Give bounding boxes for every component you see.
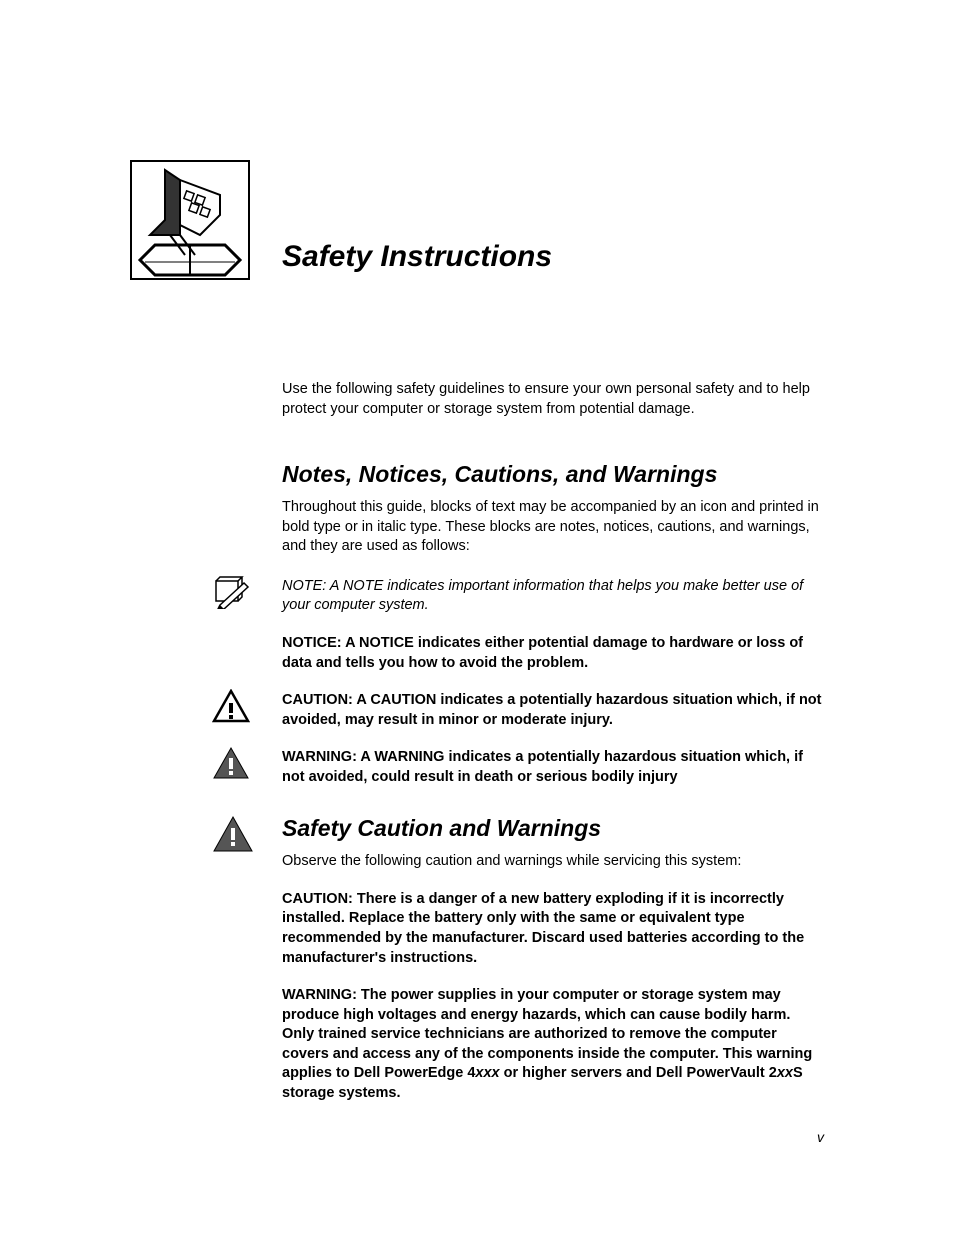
section2-heading: Safety Caution and Warnings [282,815,824,842]
intro-paragraph: Use the following safety guidelines to e… [282,380,824,419]
warning-text: WARNING: A WARNING indicates a potential… [282,748,824,787]
warning-triangle-icon [212,746,250,780]
content-column: Use the following safety guidelines to e… [282,380,824,1104]
warning-section-icon [212,815,254,853]
header-row: Safety Instructions [130,160,824,280]
document-page: Safety Instructions Use the following sa… [0,0,954,1182]
page-number: v [817,1129,824,1145]
caution2-text: CAUTION: There is a danger of a new batt… [282,890,824,968]
section2-wrap: Safety Caution and Warnings Observe the … [282,815,824,1103]
warning2-block: WARNING: The power supplies in your comp… [282,986,824,1103]
caution-block: CAUTION: A CAUTION indicates a potential… [282,691,824,730]
section1-heading: Notes, Notices, Cautions, and Warnings [282,461,824,488]
section2-paragraph: Observe the following caution and warnin… [282,852,824,872]
caution-triangle-icon [212,689,250,723]
caution-text: CAUTION: A CAUTION indicates a potential… [282,691,824,730]
caution2-block: CAUTION: There is a danger of a new batt… [282,890,824,968]
warning2-text: WARNING: The power supplies in your comp… [282,986,824,1103]
notice-text: NOTICE: A NOTICE indicates either potent… [282,634,824,673]
warning-block: WARNING: A WARNING indicates a potential… [282,748,824,787]
notice-block: NOTICE: A NOTICE indicates either potent… [282,634,824,673]
section1-paragraph: Throughout this guide, blocks of text ma… [282,498,824,557]
note-pencil-icon [212,575,250,609]
note-block: NOTE: A NOTE indicates important informa… [282,577,824,616]
page-title: Safety Instructions [282,240,552,274]
book-computer-icon [130,160,250,280]
note-text: NOTE: A NOTE indicates important informa… [282,577,824,616]
